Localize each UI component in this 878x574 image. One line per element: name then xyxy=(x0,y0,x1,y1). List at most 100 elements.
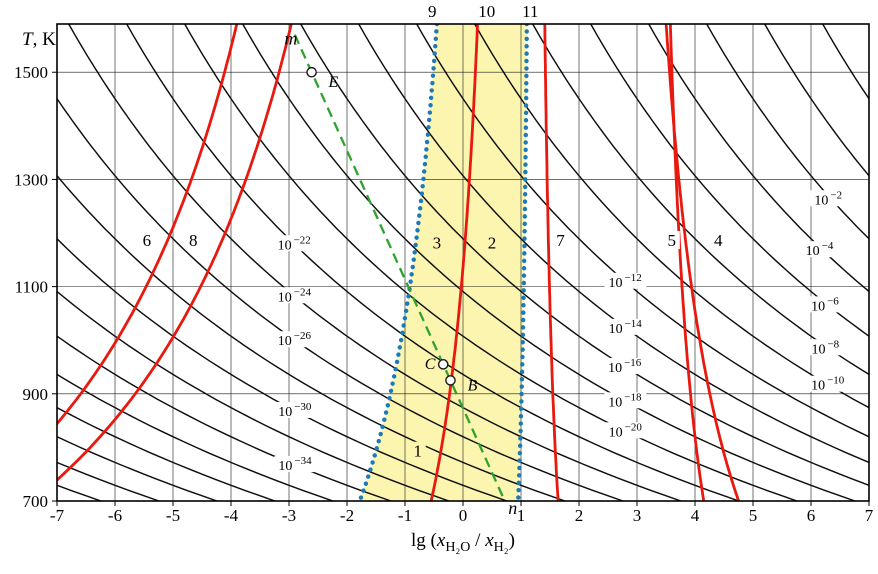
region-label-bg xyxy=(409,441,426,460)
isobar-label: 10 −14 xyxy=(609,318,643,337)
region-label-2: 2 xyxy=(488,234,497,253)
isobar-label-bg xyxy=(807,339,850,356)
x-tick-label: 7 xyxy=(865,506,874,525)
isobar-label-bg xyxy=(807,375,850,392)
y-tick-label: 700 xyxy=(23,492,49,511)
isobar-label-bg xyxy=(604,272,647,289)
top-curve-label-9: 9 xyxy=(428,2,437,21)
marker-label-C: C xyxy=(425,356,436,373)
isobar-label-bg xyxy=(604,422,647,439)
isobar-label: 10 −4 xyxy=(806,240,834,259)
plot-area: 10 −2 10 −4 10 −6 10 −8 10 −10 10 −12 10 −14 10 −16 10 −1… xyxy=(57,24,869,501)
red-curve-label-7: 7 xyxy=(556,231,565,250)
marker-label-B: B xyxy=(468,378,478,395)
red-curve-7 xyxy=(543,24,560,501)
x-tick-label: 6 xyxy=(807,506,816,525)
region-label-bg xyxy=(484,233,500,252)
isobar-label-bg xyxy=(810,190,853,207)
isobar-10e-6 xyxy=(590,24,869,338)
process-line-mn xyxy=(293,34,506,501)
isobar-10e-8 xyxy=(532,24,869,376)
region-label-3: 3 xyxy=(433,234,442,253)
isobar-10e-40 xyxy=(57,435,218,501)
x-tick-label: -4 xyxy=(224,506,239,525)
red-curve-label-6: 6 xyxy=(143,231,152,250)
x-tick-label: 3 xyxy=(633,506,642,525)
x-tick-label: -7 xyxy=(50,506,65,525)
isobar-10e-4 xyxy=(648,24,869,293)
y-tick-label: 1300 xyxy=(14,170,48,189)
curve-label-bg xyxy=(552,231,569,250)
blue-curve-9 xyxy=(357,24,440,501)
isobar-label: 10 −24 xyxy=(278,286,312,305)
isobar-10e-12 xyxy=(416,24,869,438)
curve-label-bg xyxy=(185,231,202,250)
isobar-10e-20 xyxy=(184,24,798,501)
x-tick-label: -3 xyxy=(282,506,296,525)
isobar-label-bg xyxy=(604,358,647,375)
isobar-label-bg xyxy=(807,296,850,313)
isobar-label: 10 −20 xyxy=(609,421,643,440)
region-label-bg xyxy=(428,233,445,252)
curve-label-bg xyxy=(663,231,680,250)
isobar-10e-36 xyxy=(57,373,334,501)
x-tick-label: 1 xyxy=(517,506,526,525)
y-tick-label: 900 xyxy=(23,385,49,404)
top-curve-label-11: 11 xyxy=(522,2,538,21)
x-tick-label: 5 xyxy=(749,506,758,525)
x-tick-label: -1 xyxy=(398,506,412,525)
y-tick-label: 1100 xyxy=(15,278,48,297)
red-curve-label-4: 4 xyxy=(714,231,723,250)
marker-E xyxy=(306,66,317,78)
x-tick-label: 2 xyxy=(575,506,584,525)
oxygen-isobars xyxy=(57,24,869,501)
marker-B xyxy=(445,375,456,386)
isobar-10e-10 xyxy=(474,24,869,409)
isobar-label-bg xyxy=(604,392,647,409)
isobar-label-bg xyxy=(273,235,316,252)
isobar-label: 10 −16 xyxy=(608,357,642,376)
isobar-label: 10 −18 xyxy=(608,391,642,410)
red-curve-6 xyxy=(57,24,239,426)
blue-curve-11 xyxy=(515,24,529,501)
isobar-10e-18 xyxy=(242,24,856,501)
label-m: m xyxy=(284,28,297,48)
isobar-10e-16 xyxy=(300,24,869,487)
isobar-label: 10 −2 xyxy=(814,189,842,208)
red-curve-8 xyxy=(57,24,293,482)
red-curve-5 xyxy=(664,24,740,501)
x-tick-label: -2 xyxy=(340,506,354,525)
isobar-10e-2 xyxy=(706,24,869,240)
isobar-10e-44 xyxy=(57,484,102,501)
x-axis-title: lg (xH₂O / xH₂) xyxy=(411,530,515,555)
isobar-10e-30 xyxy=(57,237,508,501)
isobar-label: 10 −34 xyxy=(278,455,312,474)
curve-label-bg xyxy=(138,231,155,250)
y-tick-label: 1500 xyxy=(14,63,48,82)
isobar-label-bg xyxy=(273,287,316,304)
red-curve-label-5: 5 xyxy=(668,231,677,250)
isobar-10e-38 xyxy=(57,406,276,501)
red-curves xyxy=(57,24,740,501)
isobar-label: 10 −6 xyxy=(811,295,839,314)
isobar-10e-34 xyxy=(57,335,392,501)
curve-label-bg xyxy=(710,231,727,250)
marker-C xyxy=(437,359,449,370)
isobar-label: 10 −12 xyxy=(609,272,642,291)
isobar-label: 10 −8 xyxy=(811,338,839,357)
isobar-10e-24 xyxy=(68,24,682,501)
isobar-10e0 xyxy=(764,24,869,177)
x-tick-label: -6 xyxy=(108,506,122,525)
isobar-label: 10 −30 xyxy=(278,401,312,420)
red-curve-4 xyxy=(669,24,706,501)
x-tick-label: -5 xyxy=(166,506,180,525)
isobar-label: 10 −22 xyxy=(278,234,311,253)
isobar-label-bg xyxy=(801,241,844,258)
isobar-10e-26 xyxy=(57,97,624,501)
marker-label-E: E xyxy=(327,74,338,91)
isobar-label-bg xyxy=(273,331,316,348)
label-n: n xyxy=(508,498,517,518)
isobar-labels: 10 −2 10 −4 10 −6 10 −8 10 −10 10 −12 10 −14 10 −16 10 −1… xyxy=(273,189,853,474)
shaded-band xyxy=(359,24,527,501)
